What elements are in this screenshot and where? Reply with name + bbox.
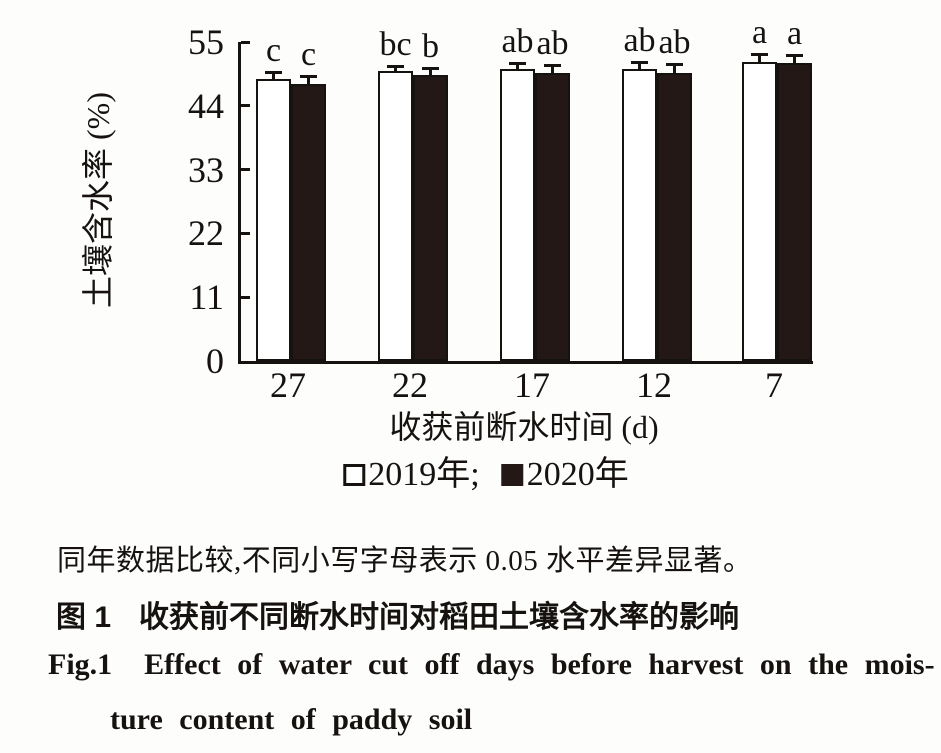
- error-bar-stem: [272, 72, 275, 80]
- x-tick-label: 7: [765, 365, 783, 405]
- error-bar-stem: [638, 62, 641, 69]
- figure-title-zh: 收获前不同断水时间对稻田土壤含水率的影响: [139, 601, 740, 634]
- figure-number-zh: 图 1: [56, 601, 112, 634]
- bar-2020年-7d: [777, 63, 812, 361]
- y-tick-label: 22: [188, 213, 224, 254]
- bar-2019年-12d: [622, 68, 657, 361]
- significance-letter: a: [751, 13, 768, 51]
- error-bar-cap: [387, 64, 404, 68]
- bar-2020年-17d: [535, 72, 570, 361]
- bar-2019年-17d: [500, 68, 535, 361]
- soil-moisture-bar-chart: 土壤含水率 (%) 0 11 22 33 44 55 c c bc b ab ab ab ab a a 27…: [76, 15, 813, 493]
- y-tick-mark: [241, 168, 250, 172]
- bar-2020年-22d: [413, 75, 448, 361]
- legend-label-2020: 2020年: [526, 456, 629, 493]
- plot-area: c c bc b ab ab ab ab a a: [238, 15, 813, 364]
- legend-label-2019: 2019年;: [368, 456, 480, 493]
- significance-letter: bc: [379, 25, 412, 63]
- x-tick-label: 27: [270, 365, 306, 405]
- legend-swatch-2019-open-square-icon: [343, 464, 366, 486]
- y-tick-mark: [241, 104, 250, 108]
- significance-letter: ab: [658, 24, 691, 62]
- caption-significance-note: 同年数据比较,不同小写字母表示 0.05 水平差异显著。: [57, 545, 753, 577]
- bar-2020年-12d: [657, 73, 692, 361]
- bar-2020年-27d: [291, 83, 326, 361]
- y-axis-title: 土壤含水率 (%): [76, 60, 116, 340]
- significance-letter: ab: [536, 24, 569, 62]
- error-bar-cap: [631, 61, 648, 65]
- error-bar-cap: [751, 52, 768, 56]
- x-tick-label: 22: [392, 365, 428, 405]
- caption-english-line1: Fig.1 Effect of water cut off days before…: [48, 648, 935, 682]
- significance-letter: ab: [623, 22, 656, 60]
- error-bar-cap: [300, 75, 317, 79]
- error-bar-stem: [793, 54, 796, 64]
- figure-title-en-line1: Effect of water cut off days before harv…: [144, 648, 935, 681]
- bar-2019年-7d: [742, 61, 777, 361]
- caption-english-line2: ture content of paddy soil: [110, 703, 473, 736]
- x-tick-label: 17: [514, 365, 550, 405]
- y-tick-mark: [241, 40, 250, 44]
- error-bar-stem: [673, 64, 676, 74]
- error-bar-cap: [422, 67, 439, 71]
- error-bar-cap: [265, 71, 282, 75]
- error-bar-cap: [666, 63, 683, 67]
- error-bar-cap: [509, 61, 526, 65]
- error-bar-stem: [758, 53, 761, 62]
- x-axis-title: 收获前断水时间 (d): [389, 409, 659, 445]
- error-bar-stem: [394, 65, 397, 71]
- significance-letter: a: [786, 14, 803, 52]
- y-tick-label: 11: [189, 277, 224, 318]
- y-tick-label: 0: [206, 341, 224, 381]
- y-axis-title-text: 土壤含水率 (%): [80, 92, 116, 308]
- legend-swatch-2020-filled-square-icon: [501, 464, 524, 486]
- error-bar-cap: [544, 63, 561, 67]
- x-tick-label: 12: [636, 365, 672, 405]
- error-bar-cap: [786, 53, 803, 57]
- y-tick-mark: [241, 295, 250, 299]
- significance-letter: ab: [501, 22, 534, 60]
- y-tick-label: 44: [188, 85, 224, 126]
- error-bar-stem: [516, 62, 519, 69]
- significance-letter: c: [265, 32, 282, 70]
- caption-chinese-title: 图 1 收获前不同断水时间对稻田土壤含水率的影响: [56, 592, 739, 636]
- bar-2019年-22d: [378, 71, 413, 361]
- significance-letter: b: [422, 28, 439, 66]
- error-bar-stem: [551, 64, 554, 73]
- y-tick-label: 33: [188, 149, 224, 190]
- bar-2019年-27d: [256, 79, 291, 361]
- error-bar-stem: [429, 68, 432, 76]
- significance-letter: c: [300, 36, 317, 74]
- figure-number-en: Fig.1: [48, 648, 113, 681]
- legend: 2019年; 2020年: [343, 456, 629, 493]
- error-bar-stem: [307, 76, 310, 84]
- y-tick-label: 55: [188, 22, 224, 62]
- y-tick-mark: [241, 231, 250, 235]
